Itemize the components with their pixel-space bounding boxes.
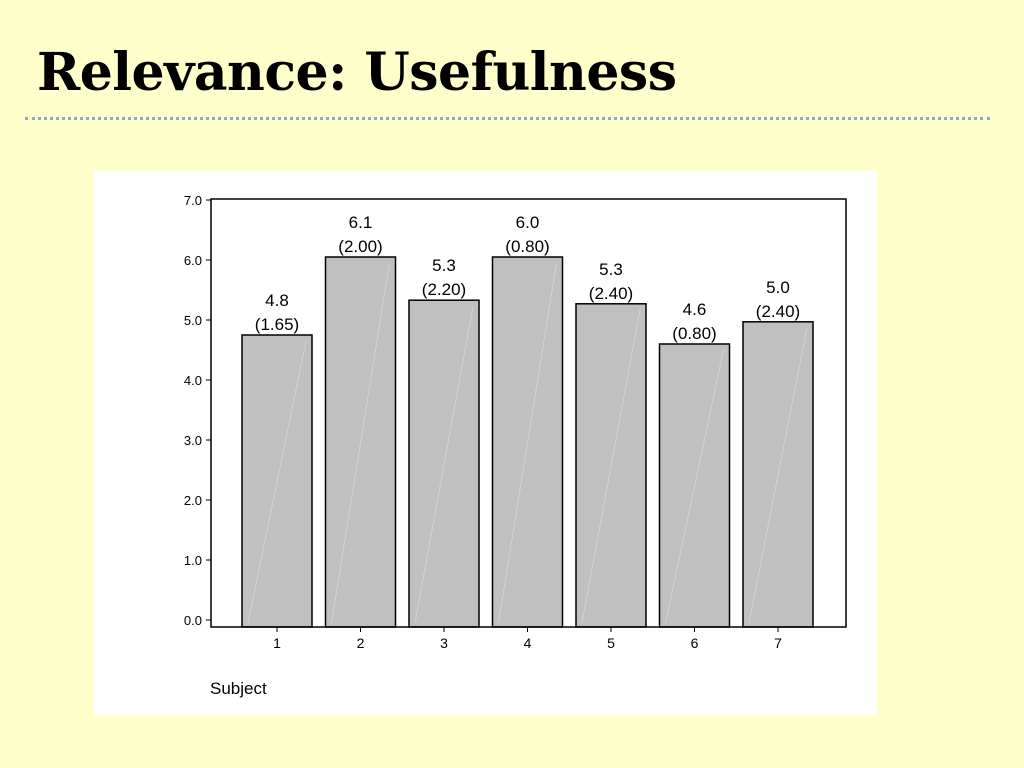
bar-sd-label: (0.80): [672, 324, 716, 343]
title-divider: [25, 117, 990, 120]
bar-sheen: [665, 349, 724, 624]
bar-value-label: 4.8: [265, 291, 289, 310]
bar-value-label: 5.3: [599, 260, 623, 279]
slide-title: Relevance: Usefulness: [37, 42, 677, 103]
bar-sd-label: (0.80): [505, 237, 549, 256]
x-tick-label: 3: [440, 635, 448, 651]
y-tick-label: 1.0: [184, 553, 202, 568]
y-axis: 0.0 1.0 2.0 3.0 4.0 5.0 6.0 7.0: [184, 193, 211, 628]
bar-value-label: 6.1: [349, 213, 373, 232]
bar-sheen: [748, 327, 808, 624]
y-tick-label: 4.0: [184, 373, 202, 388]
bar-sheen: [498, 262, 557, 624]
bar-value-label: 5.3: [432, 256, 456, 275]
bar-sd-label: (2.40): [589, 284, 633, 303]
bar-sheen: [581, 309, 641, 624]
x-tick-label: 2: [357, 635, 365, 651]
bars: 4.8 (1.65) 6.1 (2.00) 5.3 (2.20) 6.0 (0.80) 5.3 (…: [241, 213, 814, 628]
x-tick-label: 6: [691, 635, 699, 651]
y-tick-label: 0.0: [184, 613, 202, 628]
bar-sheen: [247, 340, 307, 624]
bar-sheen: [331, 262, 390, 624]
bar-sd-label: (1.65): [255, 315, 299, 334]
chart-panel: 0.0 1.0 2.0 3.0 4.0 5.0 6.0 7.0 4.8 (1.65) 6.1 (2.…: [94, 171, 877, 715]
x-tick-label: 4: [524, 635, 532, 651]
bar-sd-label: (2.20): [422, 280, 466, 299]
y-tick-label: 5.0: [184, 313, 202, 328]
plot-frame: [210, 198, 847, 628]
y-tick-label: 2.0: [184, 493, 202, 508]
x-axis: 1 2 3 4 5 6 7: [273, 627, 782, 651]
bar-sheen: [414, 306, 474, 624]
bar-chart: 0.0 1.0 2.0 3.0 4.0 5.0 6.0 7.0 4.8 (1.65) 6.1 (2.…: [184, 193, 847, 651]
y-tick-label: 3.0: [184, 433, 202, 448]
y-tick-label: 6.0: [184, 253, 202, 268]
bar-value-label: 6.0: [516, 213, 540, 232]
x-tick-label: 5: [607, 635, 615, 651]
bar-value-label: 4.6: [683, 300, 707, 319]
x-tick-label: 1: [273, 635, 281, 651]
bar-sd-label: (2.00): [338, 237, 382, 256]
bar-value-label: 5.0: [766, 278, 790, 297]
bar-sd-label: (2.40): [756, 302, 800, 321]
y-tick-label: 7.0: [184, 193, 202, 208]
x-tick-label: 7: [774, 635, 782, 651]
x-axis-title: Subject: [210, 679, 267, 698]
